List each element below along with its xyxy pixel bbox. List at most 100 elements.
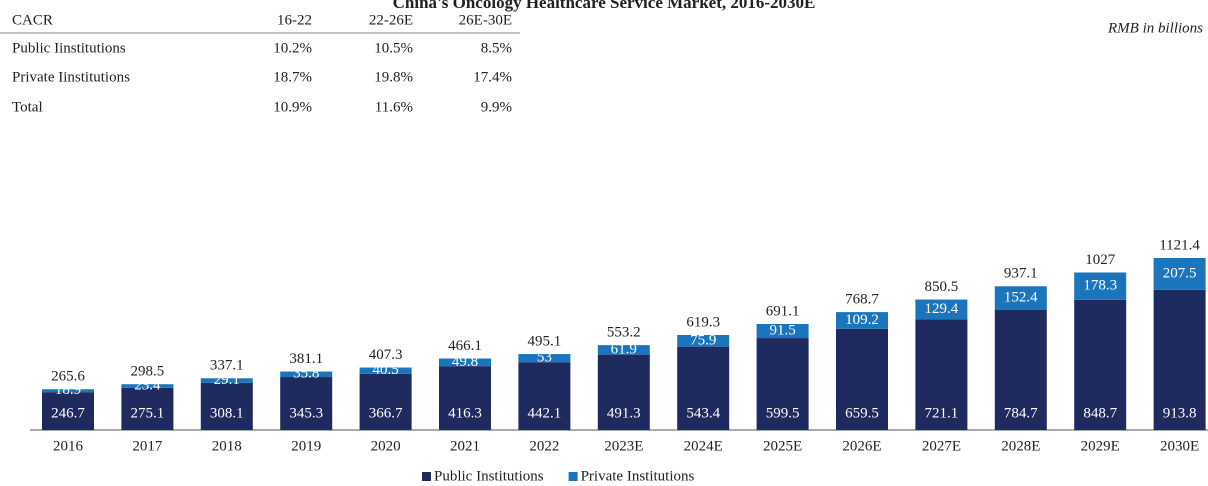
bar-segment [439,358,491,367]
bar-segment [359,373,412,430]
data-label: 23.4 [134,377,161,393]
data-label: 207.5 [1163,265,1197,281]
bar-segment [994,286,1047,310]
data-label: 29.1 [214,372,240,388]
total-label: 298.5 [131,364,165,380]
table-cell: 19.8% [374,69,413,85]
x-tick-label: 2016 [53,438,84,454]
data-label: 91.5 [769,322,795,338]
table-header: 22-26E [369,12,413,28]
bar-segment [1074,299,1127,430]
total-label: 265.6 [51,369,85,385]
x-tick-label: 2021 [450,438,480,454]
total-label: 691.1 [766,303,800,319]
data-label: 275.1 [131,405,165,421]
bar-segment [121,387,174,430]
bar-segment [915,319,968,430]
table-cell: Public Iinstitutions [12,40,126,56]
x-tick-label: 2018 [212,438,242,454]
data-label: 366.7 [369,405,403,421]
bar-segment [597,345,650,355]
x-tick-label: 2027E [922,438,961,454]
table-cell: 10.9% [273,99,312,115]
total-label: 1121.4 [1159,237,1200,253]
bar-segment [280,371,333,378]
total-label: 495.1 [528,333,562,349]
table-cell: 11.6% [375,99,413,115]
legend-swatch [422,472,431,481]
bar-segment [121,384,174,388]
table-cell: 9.9% [481,99,512,115]
bar-segment [994,309,1047,430]
total-label: 619.3 [686,314,720,330]
x-tick-label: 2026E [842,438,881,454]
x-tick-label: 2025E [763,438,802,454]
unit-note: RMB in billions [1107,20,1203,36]
bar-segment [836,328,888,430]
data-label: 49.8 [452,354,478,370]
data-label: 40.5 [372,362,398,378]
data-label: 308.1 [210,405,244,421]
data-label: 109.2 [845,312,879,328]
bar-segment [359,367,412,374]
x-tick-label: 2023E [604,438,643,454]
bar-segment [677,335,730,347]
data-label: 345.3 [289,405,323,421]
data-label: 129.4 [925,301,959,317]
table-cell: 17.4% [473,69,512,85]
total-label: 337.1 [210,358,244,374]
x-tick-label: 2024E [684,438,723,454]
data-label: 35.8 [293,366,319,382]
total-label: 381.1 [289,351,323,367]
data-label: 848.7 [1083,405,1117,421]
x-tick-label: 2028E [1001,438,1040,454]
data-label: 721.1 [925,405,959,421]
data-label: 152.4 [1004,289,1038,305]
total-label: 850.5 [925,279,959,295]
bar-segment [200,378,253,383]
title: China's Oncology Healthcare Service Mark… [393,0,816,12]
data-label: 416.3 [448,405,482,421]
data-label: 53 [537,350,552,366]
bar-segment [200,382,253,430]
x-tick-label: 2029E [1081,438,1120,454]
bar-segment [42,389,94,393]
total-label: 553.2 [607,325,641,341]
bar-segment [1074,272,1127,300]
bar-segment [836,312,888,329]
total-label: 1027 [1085,252,1116,268]
data-label: 491.3 [607,405,641,421]
x-tick-label: 2022 [529,438,559,454]
x-tick-label: 2019 [291,438,321,454]
data-label: 75.9 [690,332,716,348]
legend-swatch [568,472,578,481]
data-label: 913.8 [1163,405,1197,421]
table-cell: Total [12,99,43,115]
total-label: 768.7 [845,292,879,308]
data-label: 543.4 [686,405,720,421]
x-tick-label: 2017 [132,438,163,454]
bar-segment [518,354,571,363]
table-cell: Private Iinstitutions [12,69,130,85]
legend-label: Public Institutions [434,468,544,484]
bar-segment [915,299,968,320]
total-label: 466.1 [448,338,482,354]
bar-segment [597,354,650,430]
table-header: 26E-30E [459,12,512,28]
bar-segment [677,346,730,430]
bar-segment [1153,289,1206,430]
bar-segment [518,362,571,430]
data-label: 178.3 [1083,278,1117,294]
data-label: 659.5 [845,405,879,421]
bar-segment [42,392,94,430]
total-label: 937.1 [1004,266,1038,282]
total-label: 407.3 [369,347,403,363]
bar-segment [280,377,333,430]
x-tick-label: 2030E [1160,438,1199,454]
table-cell: 18.7% [273,69,312,85]
bar-segment [756,338,809,430]
data-label: 784.7 [1004,405,1038,421]
table-cell: 8.5% [481,40,512,56]
bar-segment [1153,258,1206,290]
